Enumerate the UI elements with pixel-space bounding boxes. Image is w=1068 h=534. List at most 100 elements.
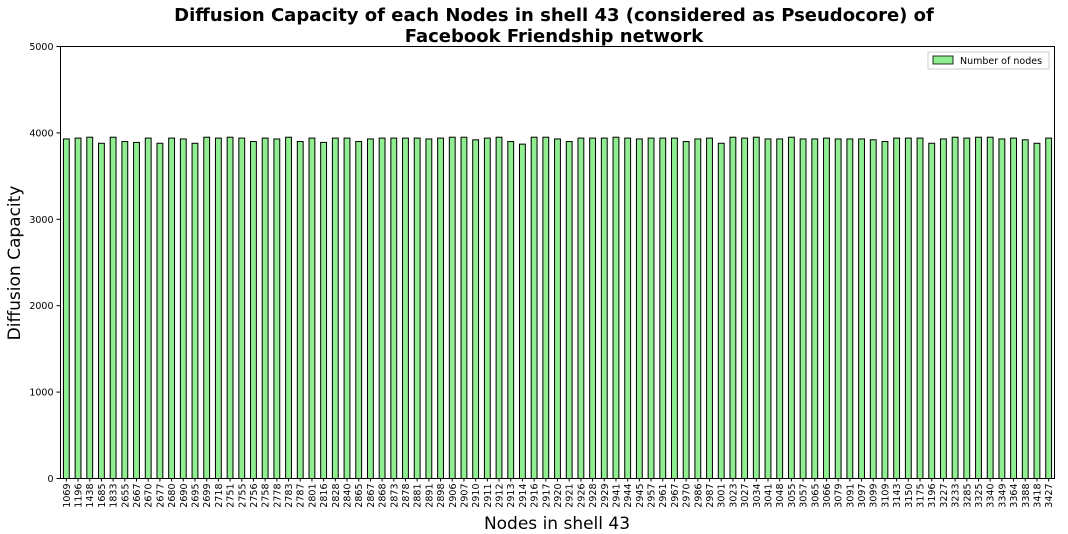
x-tick-label: 2929	[600, 484, 611, 508]
x-tick-label: 2778	[272, 484, 283, 508]
bar-2945	[635, 138, 643, 479]
x-axis-ticks: 1069 1196 1438 1685 1833 2655 2667 2670 2677 2680…	[62, 478, 1055, 508]
x-tick-label: 2945	[635, 484, 646, 508]
x-tick-label: 2787	[296, 484, 307, 508]
bar-2929	[600, 137, 608, 479]
x-tick-label: 2695	[190, 484, 201, 508]
bar-2667	[133, 141, 140, 480]
bar-2873	[390, 137, 398, 479]
x-tick-label: 2916	[530, 484, 541, 508]
x-tick-label: 3034	[752, 484, 763, 508]
y-tick-label: 0	[47, 474, 53, 485]
x-tick-label: 2756	[249, 484, 260, 508]
x-tick-label: 2828	[331, 484, 342, 508]
x-tick-label: 3079	[834, 484, 845, 508]
x-tick-label: 3285	[962, 484, 973, 508]
bar-1438	[86, 136, 94, 479]
bar-2699	[203, 136, 211, 479]
bar-2914	[518, 143, 526, 480]
bar-2758	[261, 137, 269, 479]
x-tick-label: 3388	[1021, 484, 1032, 508]
bar-1069	[62, 138, 70, 479]
bar-3227	[939, 138, 947, 479]
x-tick-label: 3364	[1009, 484, 1020, 508]
x-tick-label: 2867	[366, 484, 377, 508]
y-tick-label: 4000	[29, 128, 53, 139]
x-tick-label: 2907	[459, 484, 470, 508]
x-tick-label: 1438	[85, 484, 96, 508]
bar-2957	[647, 137, 655, 479]
x-tick-label: 2755	[237, 484, 248, 508]
bar-2967	[671, 137, 678, 479]
x-tick-label: 3057	[799, 484, 810, 508]
x-tick-label: 3143	[892, 484, 903, 508]
x-tick-label: 3418	[1032, 484, 1043, 508]
x-tick-label: 2891	[424, 484, 435, 508]
x-tick-label: 3001	[717, 484, 728, 508]
bar-3091	[846, 138, 854, 479]
x-tick-label: 2677	[155, 484, 166, 508]
bar-2941	[612, 136, 620, 479]
bar-3001	[717, 142, 725, 479]
x-tick-label: 2699	[202, 484, 213, 508]
bar-2928	[589, 137, 597, 479]
bar-2816	[320, 141, 328, 480]
x-tick-label: 2865	[354, 484, 365, 508]
bar-3418	[1033, 142, 1041, 479]
bar-2878	[402, 137, 409, 479]
x-tick-label: 2868	[378, 484, 389, 508]
y-tick-label: 5000	[29, 42, 53, 53]
plot-frame	[60, 46, 1055, 479]
bar-2917	[542, 136, 550, 479]
x-tick-label: 1833	[109, 484, 120, 508]
x-tick-label: 2751	[226, 484, 237, 508]
x-tick-label: 3325	[974, 484, 985, 508]
legend-box	[927, 51, 1050, 70]
x-tick-label: 2986	[693, 484, 704, 508]
x-tick-label: 2655	[120, 484, 131, 508]
bar-2801	[308, 137, 316, 479]
x-tick-label: 2941	[611, 484, 622, 508]
x-tick-label: 2881	[413, 484, 424, 508]
x-tick-label: 2878	[401, 484, 412, 508]
bar-3023	[729, 136, 737, 479]
bar-2970	[682, 141, 690, 479]
bar-3150	[904, 137, 912, 479]
chart-title-line1: Diffusion Capacity of each Nodes in shel…	[174, 5, 934, 26]
bar-3175	[916, 137, 924, 479]
x-tick-label: 3349	[997, 484, 1008, 508]
bar-2910	[472, 139, 480, 479]
x-tick-label: 3055	[787, 484, 798, 508]
bar-2911	[483, 137, 491, 479]
bar-2912	[495, 136, 503, 479]
bar-1833	[109, 136, 117, 479]
bar-3109	[881, 141, 889, 479]
bar-2783	[285, 136, 292, 479]
x-tick-label: 2906	[448, 484, 459, 508]
bar-2987	[706, 137, 713, 479]
bar-3041	[764, 138, 772, 479]
bar-2926	[577, 137, 585, 479]
bar-3065	[811, 138, 819, 479]
bar-3233	[951, 136, 959, 479]
x-tick-label: 2911	[483, 484, 494, 508]
bar-2690	[179, 138, 187, 479]
bar-2898	[437, 137, 444, 479]
bar-3325	[975, 136, 982, 479]
x-tick-label: 1069	[62, 484, 73, 508]
bar-2913	[507, 141, 515, 479]
legend-label: Number of nodes	[960, 56, 1042, 67]
x-tick-label: 3227	[939, 484, 950, 508]
bar-3388	[1021, 139, 1029, 479]
x-tick-label: 2967	[670, 484, 681, 508]
bar-3097	[858, 138, 865, 479]
x-tick-label: 3340	[986, 484, 997, 508]
x-tick-label: 3196	[927, 484, 938, 508]
bar-3079	[834, 138, 842, 479]
x-tick-label: 2913	[506, 484, 517, 508]
bar-2906	[448, 136, 456, 479]
bar-2891	[425, 138, 433, 479]
y-tick-label: 2000	[29, 301, 53, 312]
bar-2756	[250, 141, 257, 479]
x-tick-label: 2944	[623, 484, 634, 508]
